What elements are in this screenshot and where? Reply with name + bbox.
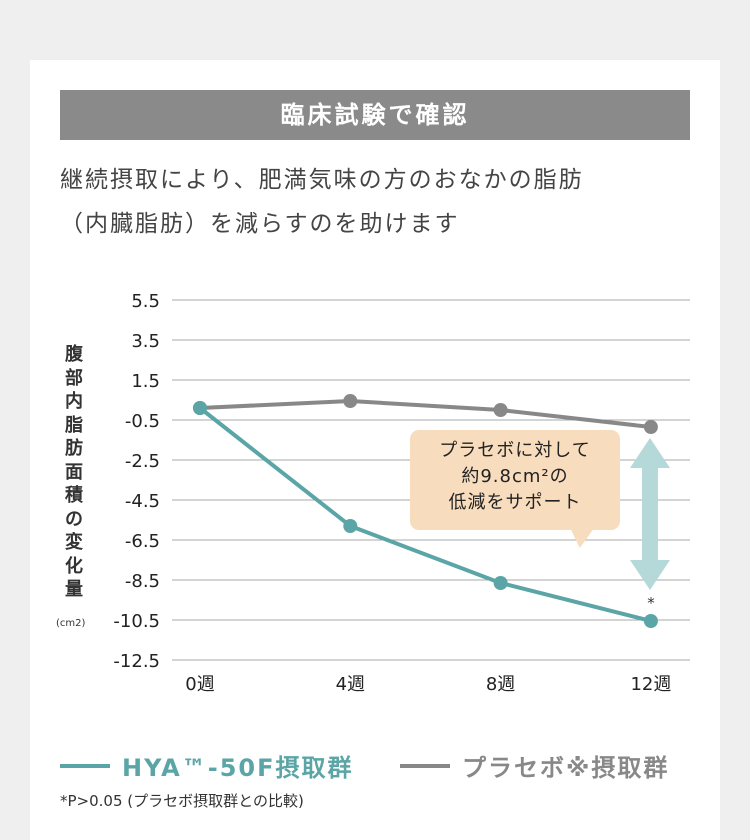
y-tick-label: -12.5 bbox=[113, 651, 160, 672]
lead-line-2: （内臓脂肪）を減らすのを助けます bbox=[60, 211, 460, 237]
callout: プラセボに対して 約9.8cm²の 低減をサポート bbox=[410, 430, 620, 530]
legend-label-hya: HYA™-50F摂取群 bbox=[122, 754, 354, 782]
data-point bbox=[493, 403, 508, 417]
double-arrow bbox=[630, 438, 670, 590]
y-axis-unit: (cm2) bbox=[56, 618, 86, 629]
data-point bbox=[493, 576, 508, 590]
legend-line-placebo bbox=[400, 763, 450, 768]
data-point bbox=[643, 614, 658, 628]
data-point bbox=[343, 394, 358, 408]
y-tick-label: -8.5 bbox=[125, 571, 160, 592]
data-point bbox=[343, 519, 358, 533]
significance-asterisk: * bbox=[647, 594, 655, 612]
x-tick-label: 12週 bbox=[630, 674, 671, 695]
y-tick-label: 3.5 bbox=[131, 331, 160, 352]
y-axis-label: 腹部内脂肪面積の変化量 bbox=[65, 344, 83, 600]
page-title: 臨床試験で確認 bbox=[60, 90, 690, 140]
x-tick-label: 4週 bbox=[336, 674, 365, 695]
legend-placebo: プラセボ※摂取群 bbox=[400, 748, 669, 783]
callout-line-3: 低減をサポート bbox=[448, 492, 582, 513]
data-point bbox=[193, 401, 207, 415]
y-tick-label: -10.5 bbox=[113, 611, 160, 632]
lead-text: 継続摂取により、肥満気味の方のおなかの脂肪 （内臓脂肪）を減らすのを助けます bbox=[60, 158, 700, 246]
data-point bbox=[643, 420, 658, 434]
y-tick-label: 5.5 bbox=[131, 291, 160, 312]
lead-line-1: 継続摂取により、肥満気味の方のおなかの脂肪 bbox=[60, 167, 584, 193]
legend-hya: HYA™-50F摂取群 bbox=[60, 748, 354, 783]
series-line bbox=[199, 398, 652, 429]
footnote: *P>0.05 (プラセボ摂取群との比較) bbox=[60, 792, 304, 810]
series-line bbox=[198, 406, 652, 623]
legend-line-hya bbox=[60, 763, 110, 768]
x-tick-label: 8週 bbox=[486, 674, 515, 695]
y-tick-label: -0.5 bbox=[125, 411, 160, 432]
y-tick-label: 1.5 bbox=[131, 371, 160, 392]
y-tick-label: -4.5 bbox=[125, 491, 160, 512]
callout-line-1: プラセボに対して bbox=[439, 440, 591, 461]
callout-tail bbox=[570, 528, 598, 548]
x-tick-label: 0週 bbox=[185, 674, 214, 695]
y-tick-label: -2.5 bbox=[125, 451, 160, 472]
legend-label-placebo: プラセボ※摂取群 bbox=[462, 754, 670, 782]
y-tick-label: -6.5 bbox=[125, 531, 160, 552]
callout-line-2: 約9.8cm²の bbox=[461, 466, 569, 487]
